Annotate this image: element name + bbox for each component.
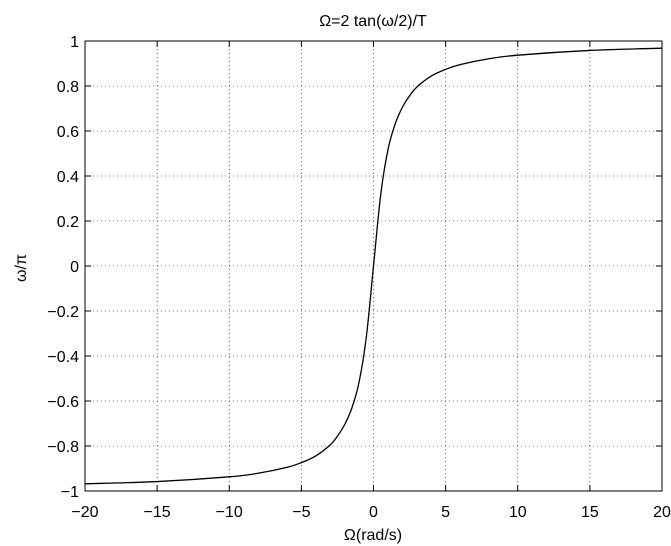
x-axis-label: Ω(rad/s) [344, 527, 402, 544]
y-tick-label: 0.2 [57, 214, 79, 231]
x-tick-label: −10 [216, 504, 243, 521]
y-tick-label: −0.4 [47, 349, 79, 366]
x-tick-labels: −20 −15 −10 −5 0 5 10 15 20 [71, 504, 671, 521]
y-tick-label: −0.6 [47, 394, 79, 411]
y-tick-label: −0.2 [47, 304, 79, 321]
x-tick-label: 15 [581, 504, 599, 521]
y-tick-label: 0 [70, 259, 79, 276]
x-tick-label: 20 [653, 504, 671, 521]
y-tick-label: 0.8 [57, 79, 79, 96]
y-tick-label: −1 [61, 484, 79, 501]
x-tick-label: −20 [71, 504, 98, 521]
x-tick-label: −5 [292, 504, 310, 521]
y-tick-labels: −1 −0.8 −0.6 −0.4 −0.2 0 0.2 0.4 0.6 0.8 1 [47, 34, 79, 501]
y-tick-label: 0.6 [57, 124, 79, 141]
x-tick-label: 5 [441, 504, 450, 521]
x-tick-label: −15 [144, 504, 171, 521]
series-group [84, 47, 663, 485]
chart-title: Ω=2 tan(ω/2)/T [319, 13, 427, 30]
y-tick-label: 0.4 [57, 169, 79, 186]
y-tick-label: 1 [70, 34, 79, 51]
x-tick-label: 10 [509, 504, 527, 521]
y-tick-label: −0.8 [47, 439, 79, 456]
y-axis-label: ω/π [13, 254, 30, 282]
series-line [84, 47, 663, 485]
tick-marks [84, 40, 663, 492]
x-tick-label: 0 [369, 504, 378, 521]
